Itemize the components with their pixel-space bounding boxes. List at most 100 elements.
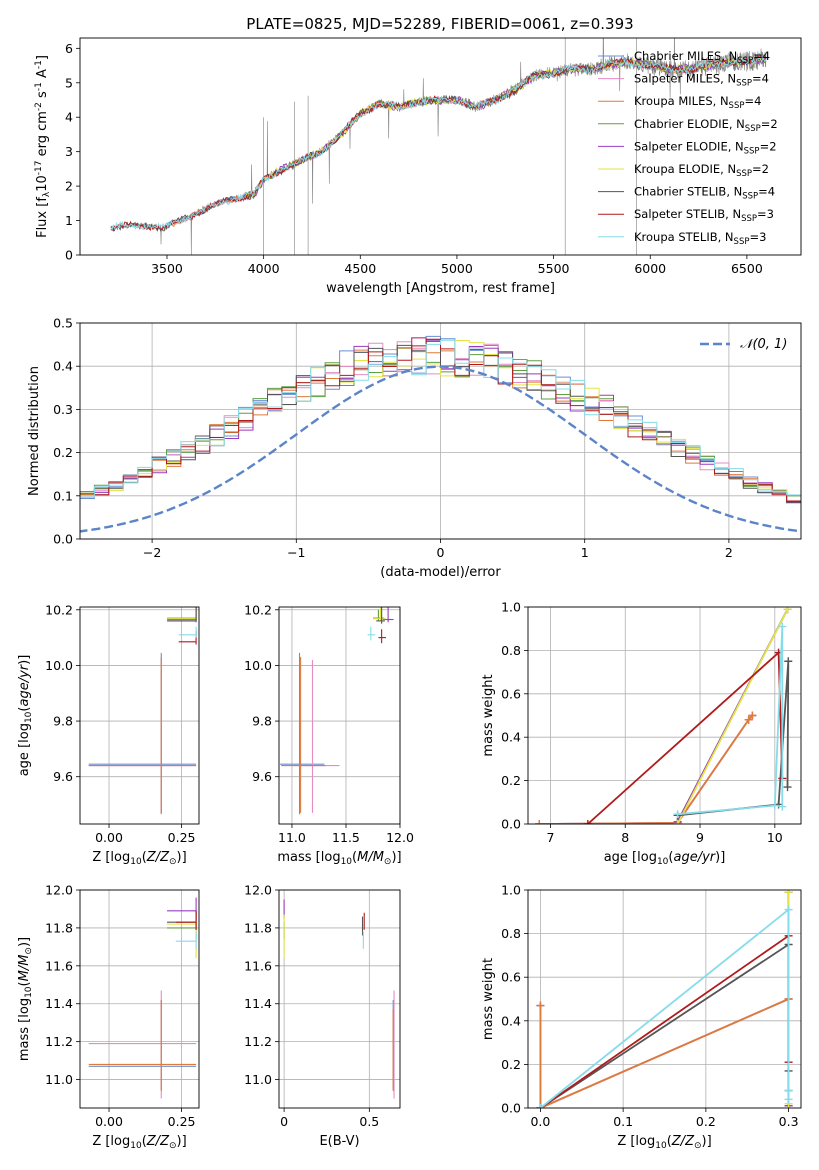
legend-label-kroupa-miles: Kroupa MILES, NSSP=4 [634,94,761,111]
y-tick-label: 2 [65,179,73,194]
weight-polyline [676,608,789,824]
legend-label-gaussian: 𝒩(0, 1) [740,337,787,352]
x-axis-label: Z [log10(Z/Z⊙)] [92,1134,186,1151]
y-tick-label: 11.6 [45,958,73,973]
x-tick-label: 9 [696,830,704,845]
y-tick-label: 1 [65,213,73,228]
x-tick-label: 7 [546,830,554,845]
weight-marker [784,1095,793,1104]
errorbar-kroupa-stelib [178,626,197,638]
weight-marker [744,715,753,724]
y-axis-label: Normed distribution [27,366,42,496]
errorbar-kroupa-miles [281,657,326,813]
x-axis-label: wavelength [Angstrom, rest frame] [326,281,555,296]
weight-line-kroupa-stelib [673,622,787,819]
y-tick-label: 0.8 [501,643,521,658]
x-axis-label: Z [log10(Z/Z⊙)] [92,850,186,867]
model-kroupa-stelib [110,56,767,231]
y-tick-label: 0.1 [53,488,73,503]
errorbar-kroupa-stelib [175,931,197,949]
x-tick-label: 12.0 [386,830,414,845]
y-tick-label: 11.0 [45,1072,73,1087]
legend-label-kroupa-elodie: Kroupa ELODIE, NSSP=2 [634,162,769,179]
y-tick-label: 11.2 [244,1034,272,1049]
weight-polyline [539,907,790,1108]
weight-marker [673,820,682,824]
y-tick-label: 9.6 [252,769,272,784]
legend-label-kroupa-stelib: Kroupa STELIB, NSSP=3 [634,230,766,247]
weight-marker [673,810,682,819]
x-tick-label: 0 [280,1114,288,1129]
plot-area-age_vs_mass [280,607,394,815]
figure-title: PLATE=0825, MJD=52289, FIBERID=0061, z=0… [246,15,633,33]
y-tick-label: 0.4 [501,730,521,745]
y-tick-label: 9.8 [53,714,73,729]
y-tick-label: 0.0 [53,532,73,547]
weight-marker [748,711,757,720]
y-tick-label: 0.6 [501,970,521,985]
y-tick-label: 11.8 [244,920,272,935]
y-axis-label: Flux [fλ10-17 erg cm-2 s-1 A-1] [34,55,52,238]
x-tick-label: 3500 [151,261,183,276]
weight-marker [583,820,592,824]
y-tick-label: 0.6 [501,686,521,701]
x-tick-label: 5000 [441,261,473,276]
y-axis-label: age [log10(age/yr)] [17,655,34,777]
legend-label-chabrier-miles: Chabrier MILES, NSSP=4 [634,49,770,66]
plot-area-mass_vs_ebv [283,899,395,1099]
y-tick-label: 0.4 [53,359,73,374]
x-tick-label: 0.0 [530,1114,550,1129]
weight-marker [778,622,787,631]
errorbar-salpeter-stelib [378,629,386,644]
axes-age_vs_mass: 11.0 11.5 12.0 9.6 9.8 10.0 10.2 mass [log10(M/… [244,602,414,867]
weight-marker [784,657,793,666]
y-tick-label: 0 [65,248,73,263]
axes-frame [278,606,401,825]
axes-residuals: −2 −1 0 1 2 0.0 0.1 0.2 0.3 0.4 0.5 (data-model)/er… [27,316,802,580]
axes-weight_vs_age: 7 8 9 10 0.0 0.2 0.4 0.6 0.8 1.0 age [log10(age/yr… [481,600,802,867]
y-tick-label: 10.0 [45,658,73,673]
x-tick-label: 4500 [344,261,376,276]
y-tick-label: 11.2 [45,1034,73,1049]
errorbar-chabrier-stelib [376,607,385,624]
y-tick-label: 11.8 [45,920,73,935]
weight-marker [783,783,792,792]
errorbar-salpeter-stelib [175,910,197,930]
axes-mass_vs_ebv: 0 0.5 11.0 11.2 11.4 11.6 11.8 12.0 E(B-V) [244,883,401,1149]
x-axis-label: E(B-V) [319,1134,359,1149]
legend-spectrum: Chabrier MILES, NSSP=4 Salpeter MILES, NS… [598,49,778,247]
y-tick-label: 6 [65,41,73,56]
legend-label-salpeter-elodie: Salpeter ELODIE, NSSP=2 [634,139,777,156]
weight-polyline [677,626,784,816]
errorbar-kroupa-miles [88,657,197,813]
x-axis-label: mass [log10(M/M⊙)] [277,850,401,867]
weight-marker [770,801,779,810]
y-axis-label: mass weight [481,958,496,1040]
x-tick-label: 0.2 [696,1114,716,1129]
y-tick-label: 11.4 [45,996,73,1011]
x-tick-label: −2 [143,545,161,560]
weight-marker [778,802,787,811]
errorbar-salpeter-elodie [382,607,394,623]
hist-kroupa-stelib [80,339,801,507]
y-tick-label: 11.4 [244,996,272,1011]
axes-mass_vs_Z: 0.00 0.25 11.0 11.2 11.4 11.6 11.8 12.0 Z [log10… [17,883,200,1151]
weight-marker [784,890,793,897]
plot-area-weight_vs_Z [536,890,793,1108]
plot-area-spectrum [110,38,767,255]
legend-label-salpeter-stelib: Salpeter STELIB, NSSP=3 [634,207,774,224]
x-tick-label: 0.00 [95,830,123,845]
axes-frame [79,606,200,825]
y-tick-label: 10.2 [45,602,73,617]
y-tick-label: 5 [65,75,73,90]
weight-polyline [539,714,754,824]
x-tick-label: 0.00 [95,1114,123,1129]
y-tick-label: 4 [65,110,73,125]
axes-frame [527,889,802,1109]
y-axis-label: mass weight [481,674,496,756]
weight-polyline [539,998,789,1108]
errorbar-chabrier-miles [280,652,325,815]
weight-marker [784,905,793,914]
plot-area-weight_vs_age [535,607,793,824]
